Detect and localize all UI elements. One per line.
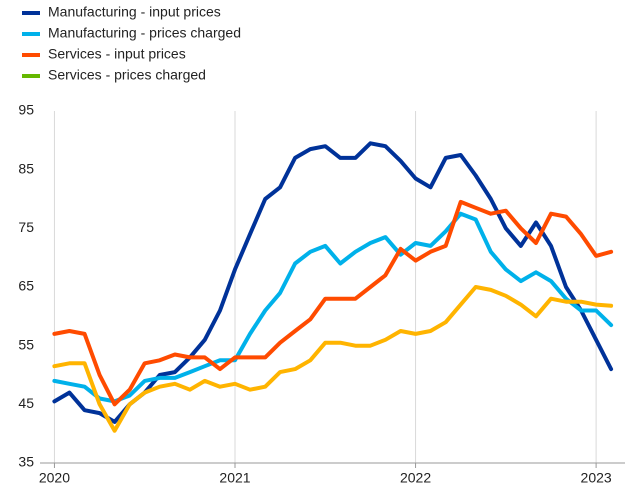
- y-tick-label: 55: [18, 336, 34, 352]
- y-tick-label: 35: [18, 454, 34, 470]
- series-line: [52, 199, 614, 407]
- x-tick-label: 2023: [581, 470, 612, 486]
- legend-label: Manufacturing - prices charged: [48, 25, 241, 41]
- x-tick-label: 2020: [39, 470, 70, 486]
- y-tick-label: 85: [18, 160, 34, 176]
- y-tick-label: 95: [18, 102, 34, 118]
- legend-label: Manufacturing - input prices: [48, 4, 221, 20]
- legend-label: Services - input prices: [48, 46, 186, 62]
- legend-label: Services - prices charged: [48, 67, 206, 83]
- x-tick-label: 2021: [219, 470, 250, 486]
- x-tick-label: 2022: [400, 470, 431, 486]
- y-tick-label: 45: [18, 395, 34, 411]
- series-line: [52, 285, 614, 433]
- series-line: [52, 141, 614, 424]
- y-tick-label: 65: [18, 278, 34, 294]
- y-tick-label: 75: [18, 219, 34, 235]
- series-line: [52, 211, 614, 404]
